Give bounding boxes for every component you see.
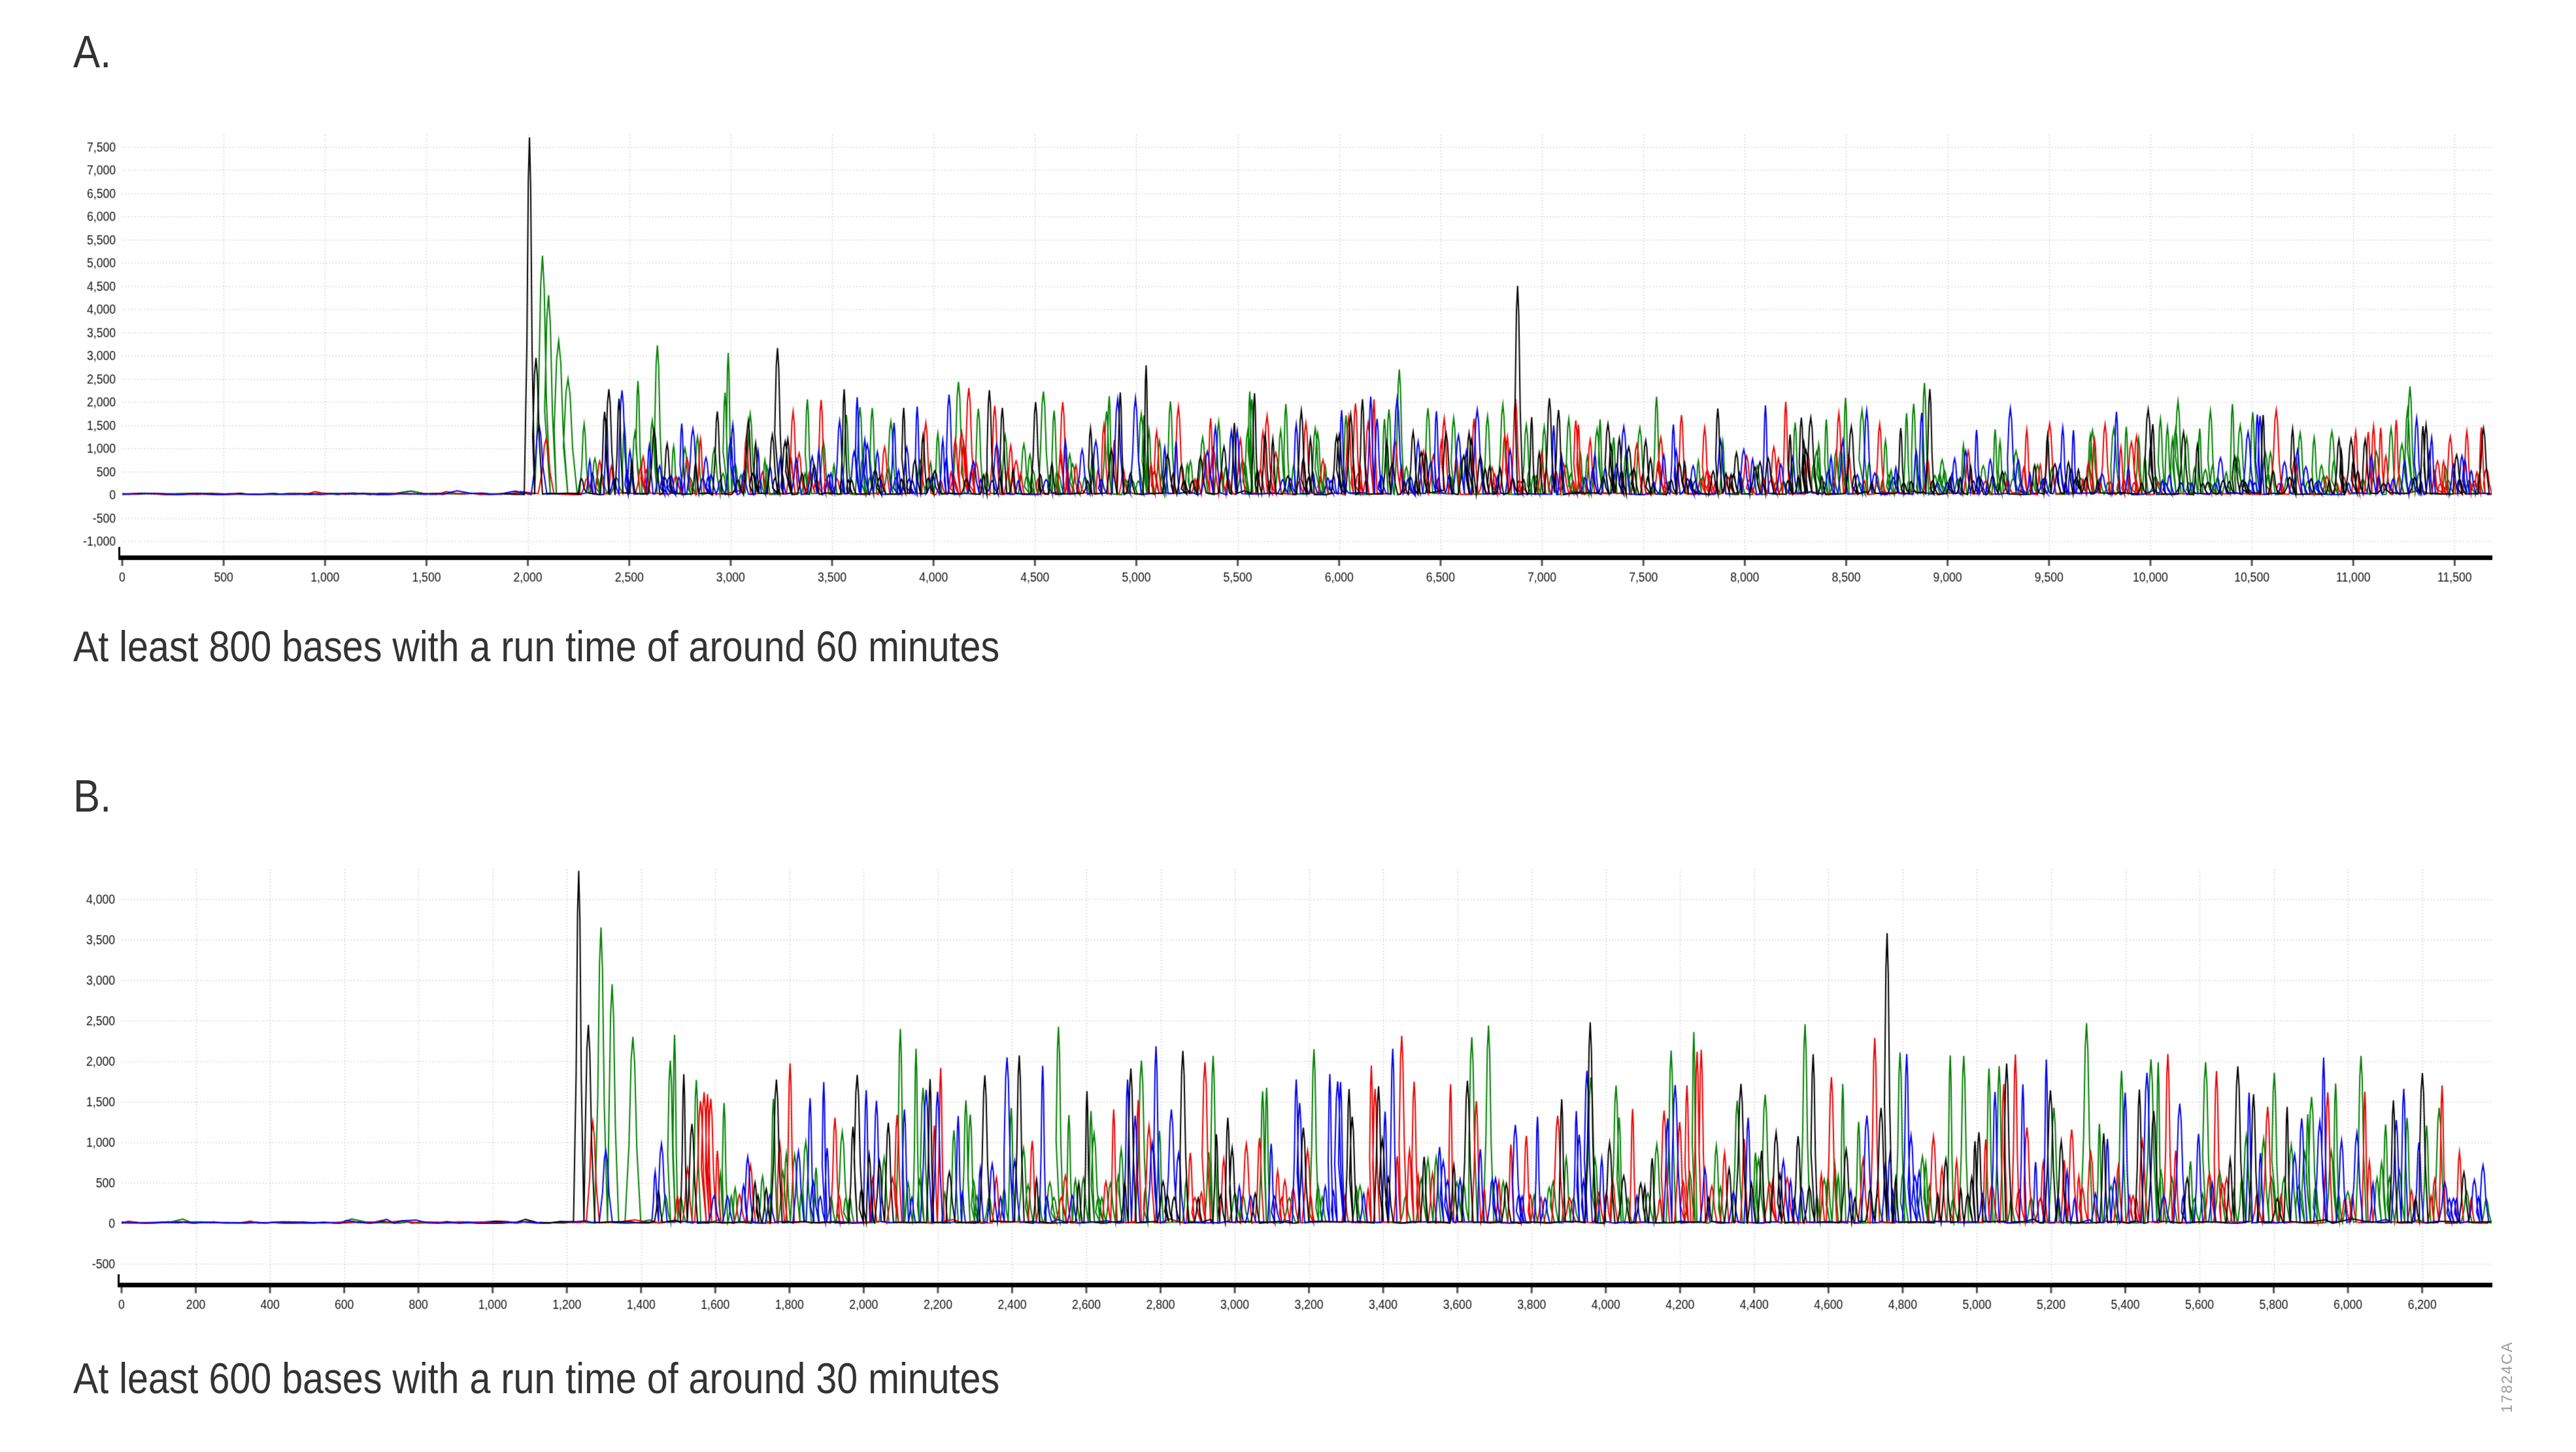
panel-b-label: B. <box>73 770 112 821</box>
panel-b-chart <box>0 843 2576 1327</box>
panel-a-chart <box>0 91 2576 595</box>
figure-id-watermark: 17824CA <box>2498 1341 2515 1413</box>
panel-a-label: A. <box>73 26 112 77</box>
panel-b-caption: At least 600 bases with a run time of ar… <box>73 1354 1000 1402</box>
panel-a-caption: At least 800 bases with a run time of ar… <box>73 622 1000 670</box>
